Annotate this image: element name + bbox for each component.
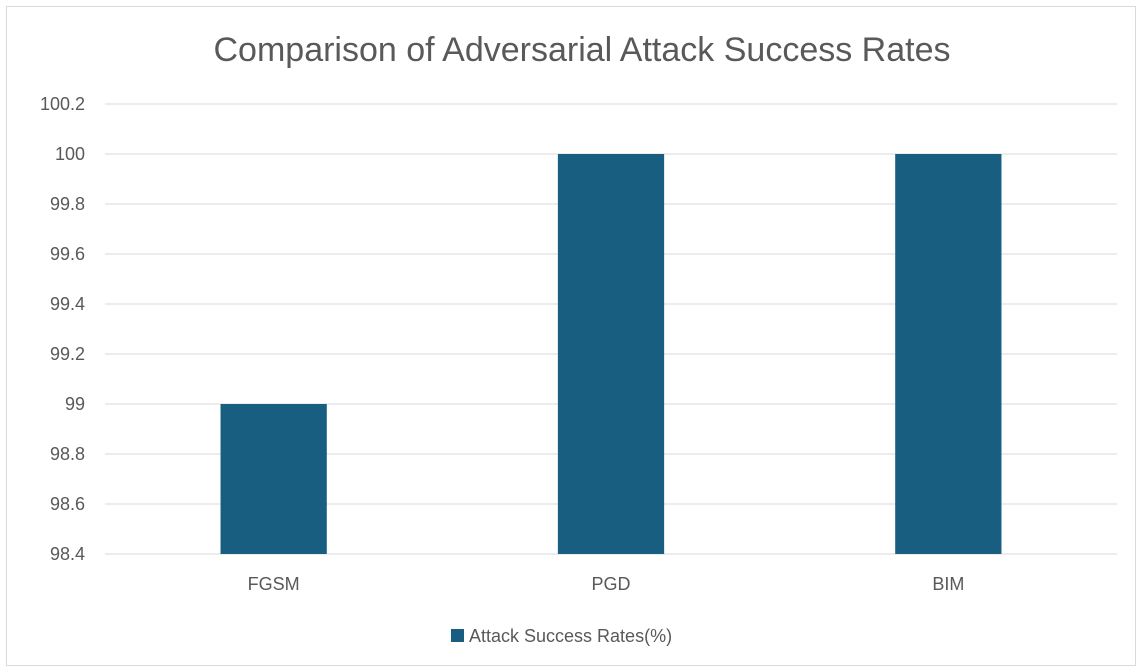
bar-pgd <box>557 154 665 554</box>
x-tick-label: BIM <box>932 574 964 594</box>
bar-bim <box>895 154 1002 554</box>
bar-fgsm <box>220 404 327 554</box>
y-tick-label: 98.6 <box>50 494 85 514</box>
y-tick-label: 99.2 <box>50 344 85 364</box>
y-tick-label: 99.4 <box>50 294 85 314</box>
y-tick-label: 100 <box>55 144 85 164</box>
x-axis-tick-labels: FGSM PGD BIM <box>248 574 965 594</box>
bars <box>220 154 1002 554</box>
legend-swatch <box>451 629 464 642</box>
chart-title: Comparison of Adversarial Attack Success… <box>214 31 951 69</box>
y-tick-label: 98.4 <box>50 544 85 564</box>
y-tick-label: 100.2 <box>40 94 85 114</box>
x-tick-label: FGSM <box>248 574 300 594</box>
y-tick-label: 99.8 <box>50 194 85 214</box>
y-axis-tick-labels: 98.4 98.6 98.8 99 99.2 99.4 99.6 99.8 100 100.2 <box>40 94 85 564</box>
y-tick-label: 99.6 <box>50 244 85 264</box>
legend: Attack Success Rates(%) <box>451 626 672 646</box>
y-tick-label: 98.8 <box>50 444 85 464</box>
x-tick-label: PGD <box>591 574 630 594</box>
legend-label: Attack Success Rates(%) <box>469 626 672 646</box>
y-tick-label: 99 <box>65 394 85 414</box>
